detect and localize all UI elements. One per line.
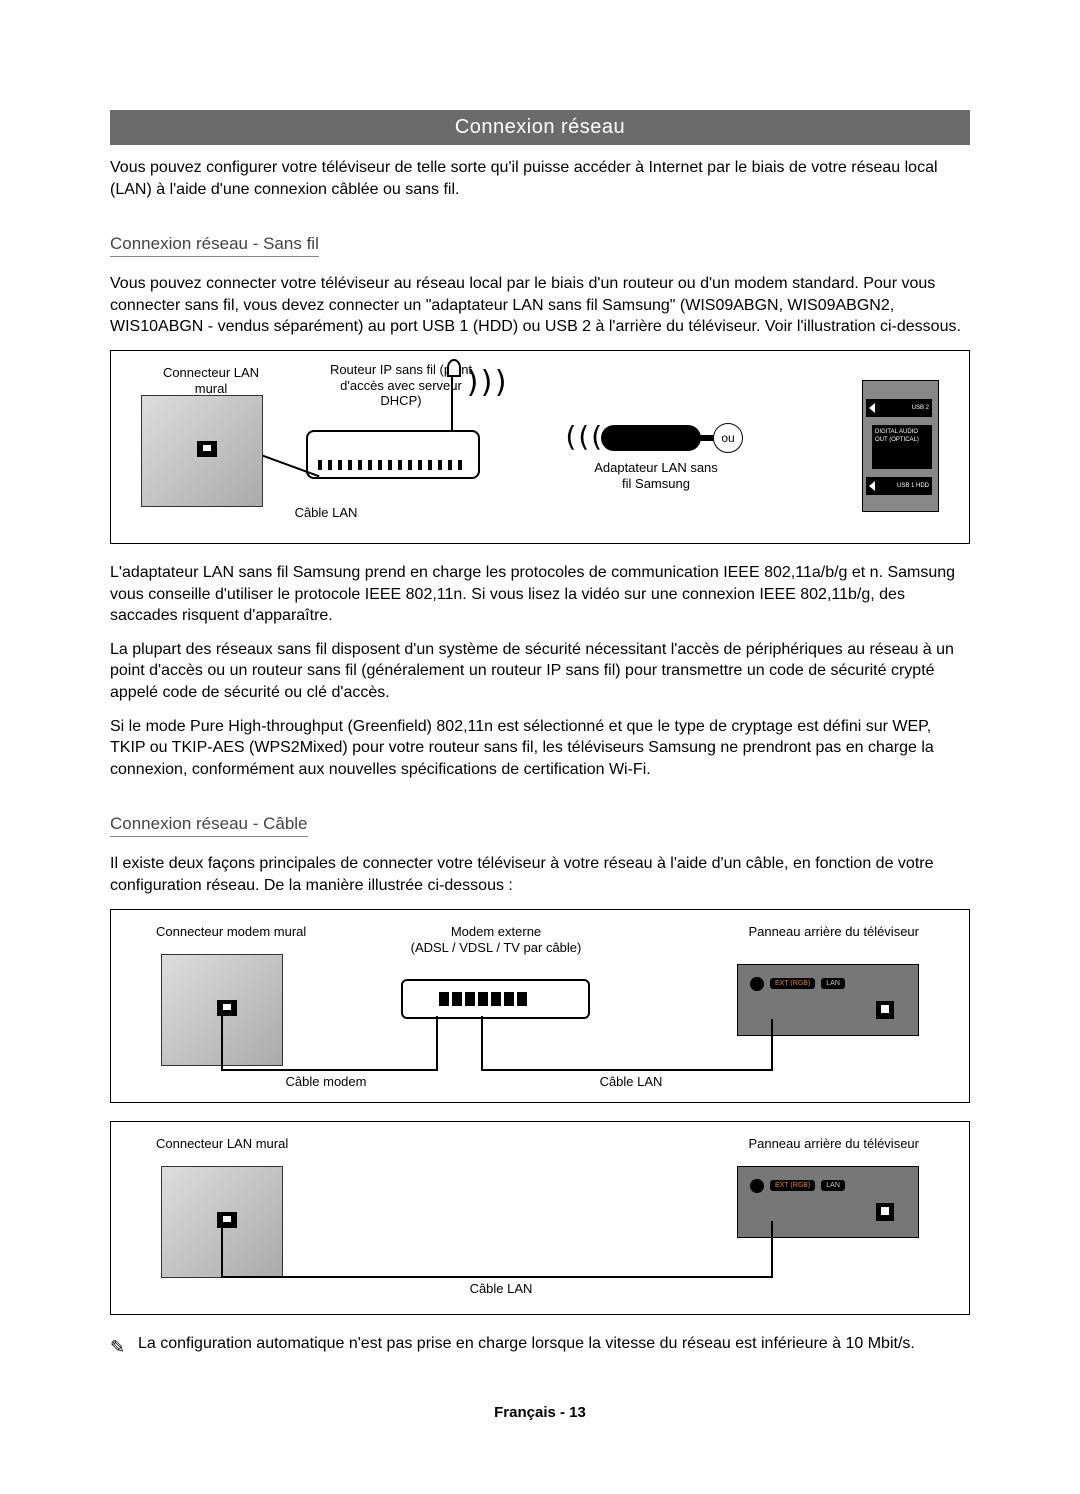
label-modem: Modem externe bbox=[421, 924, 571, 940]
wall-jack-2-icon bbox=[217, 1000, 237, 1016]
wireless-p2: L'adaptateur LAN sans fil Samsung prend … bbox=[110, 562, 970, 627]
wall-panel bbox=[141, 395, 263, 507]
label-tv-back-2: Panneau arrière du téléviseur bbox=[719, 1136, 919, 1152]
wireless-p4: Si le mode Pure High-throughput (Greenfi… bbox=[110, 716, 970, 781]
headphone-port-3-icon bbox=[750, 1179, 764, 1193]
label-tv-back: Panneau arrière du téléviseur bbox=[719, 924, 919, 940]
wireless-p1: Vous pouvez connecter votre téléviseur a… bbox=[110, 273, 970, 338]
tv-back-panel: USB 2 DIGITAL AUDIO OUT (OPTICAL) USB 1 … bbox=[862, 380, 939, 512]
lan-port-label-3-icon: LAN bbox=[821, 1180, 845, 1191]
lan-jack-2-icon bbox=[876, 1001, 894, 1019]
usb2-port-icon: USB 2 bbox=[866, 399, 932, 417]
label-lan-cable: Câble LAN bbox=[286, 505, 366, 521]
page-footer: Français - 13 bbox=[110, 1404, 970, 1421]
waves-in-icon: ))) bbox=[566, 420, 605, 453]
ou-circle: ou bbox=[713, 423, 743, 453]
wall-jack-3-icon bbox=[217, 1212, 237, 1228]
router-icon bbox=[306, 430, 480, 479]
note: ✎ La configuration automatique n'est pas… bbox=[110, 1333, 970, 1355]
diagram-wired-modem: Connecteur modem mural Modem externe (AD… bbox=[110, 909, 970, 1103]
tv-panel-3: EXT (RGB) LAN bbox=[737, 1166, 919, 1238]
diagram-wired-direct: Connecteur LAN mural Panneau arrière du … bbox=[110, 1121, 970, 1315]
diagram-wireless: Connecteur LAN mural Routeur IP sans fil… bbox=[110, 350, 970, 544]
wired-heading: Connexion réseau - Câble bbox=[110, 814, 308, 837]
modem-ports-icon bbox=[439, 992, 529, 1006]
audio-out-port-icon: DIGITAL AUDIO OUT (OPTICAL) bbox=[872, 425, 932, 469]
note-text: La configuration automatique n'est pas p… bbox=[138, 1335, 915, 1352]
wireless-heading: Connexion réseau - Sans fil bbox=[110, 234, 319, 257]
section-title: Connexion réseau bbox=[110, 110, 970, 145]
label-lan-cable-3: Câble LAN bbox=[451, 1281, 551, 1297]
waves-out-icon: ))) bbox=[464, 365, 506, 400]
wired-p1: Il existe deux façons principales de con… bbox=[110, 853, 970, 896]
label-modem-cable: Câble modem bbox=[271, 1074, 381, 1090]
ext-rgb-port-3-icon: EXT (RGB) bbox=[770, 1180, 815, 1191]
label-adapter: Adaptateur LAN sans fil Samsung bbox=[591, 460, 721, 491]
label-lan-cable-2: Câble LAN bbox=[581, 1074, 681, 1090]
label-modem-sub: (ADSL / VDSL / TV par câble) bbox=[401, 940, 591, 956]
label-wall-modem: Connecteur modem mural bbox=[156, 924, 326, 940]
lan-port-label-icon: LAN bbox=[821, 978, 845, 989]
antenna-tip-icon bbox=[447, 359, 461, 377]
intro-text: Vous pouvez configurer votre téléviseur … bbox=[110, 157, 970, 200]
wifi-adapter-icon bbox=[601, 425, 701, 451]
wall-jack-icon bbox=[197, 441, 217, 457]
headphone-port-icon bbox=[750, 977, 764, 991]
note-icon: ✎ bbox=[110, 1335, 125, 1359]
lan-jack-3-icon bbox=[876, 1203, 894, 1221]
usb1-port-icon: USB 1 HDD bbox=[866, 477, 932, 495]
ext-rgb-port-icon: EXT (RGB) bbox=[770, 978, 815, 989]
tv-panel-2: EXT (RGB) LAN bbox=[737, 964, 919, 1036]
wireless-p3: La plupart des réseaux sans fil disposen… bbox=[110, 639, 970, 704]
label-wall-lan: Connecteur LAN mural bbox=[156, 1136, 326, 1152]
label-wall: Connecteur LAN mural bbox=[151, 365, 271, 396]
